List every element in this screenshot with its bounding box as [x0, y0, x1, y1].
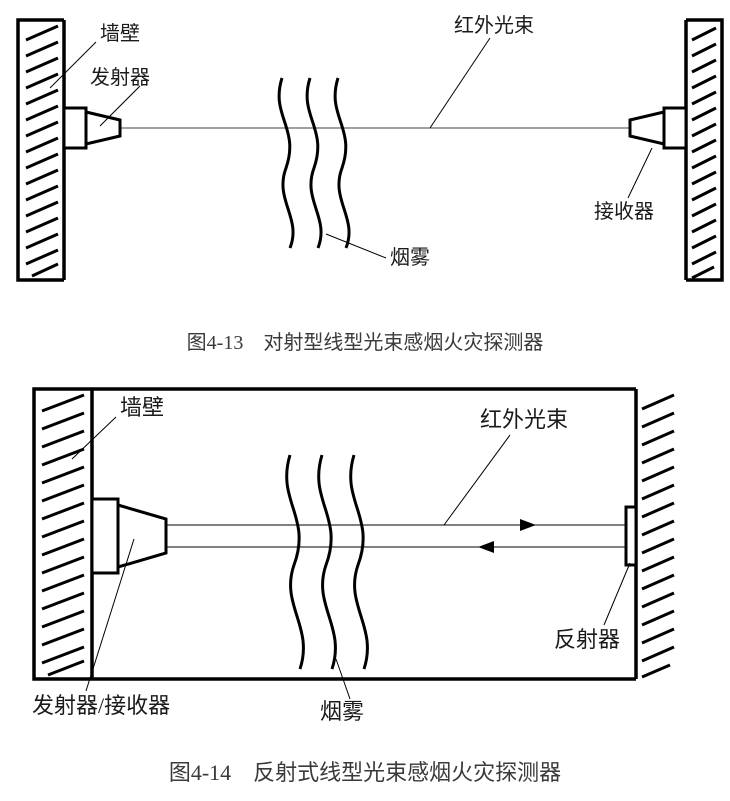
emitter-body: [64, 108, 86, 148]
leader-wall-2: [72, 417, 116, 459]
left-hatch-2: [42, 395, 84, 675]
label-wall-2: 墙壁: [120, 395, 164, 420]
label-smoke: 烟雾: [390, 246, 430, 269]
fig-414-diagram: 墙壁 红外光束 反射器 发射器/接收器 烟雾: [0, 369, 730, 749]
fig-413-caption: 图4-13 对射型线型光束感烟火灾探测器: [0, 320, 730, 369]
emitter-receiver-body: [92, 499, 118, 573]
label-reflector: 反射器: [554, 627, 620, 652]
leader-beam-2: [444, 435, 510, 525]
fig-413-diagram: 墙壁 发射器 红外光束 烟雾 接收器: [0, 0, 730, 320]
receiver-cone: [630, 112, 664, 144]
reflector-plate: [626, 507, 636, 565]
arrow-right-icon: [520, 519, 536, 531]
label-smoke-2: 烟雾: [320, 699, 364, 724]
leader-reflector: [604, 563, 630, 625]
emitter-receiver-cone: [118, 505, 166, 567]
label-wall: 墙壁: [100, 22, 140, 45]
label-emitter-receiver: 发射器/接收器: [32, 693, 170, 718]
fig-414-caption: 图4-14 反射式线型光束感烟火灾探测器: [0, 749, 730, 801]
left-hatch: [26, 26, 58, 276]
smoke-waves: [279, 78, 349, 248]
right-hatch: [692, 28, 716, 278]
emitter-cone: [86, 112, 120, 144]
label-beam-2: 红外光束: [480, 407, 568, 432]
receiver-body: [664, 108, 686, 148]
leader-smoke: [326, 234, 386, 258]
label-beam: 红外光束: [454, 14, 534, 37]
arrow-left-icon: [478, 541, 494, 553]
leader-receiver: [628, 148, 652, 198]
label-receiver: 接收器: [594, 200, 654, 223]
right-hatch-2: [642, 395, 674, 677]
smoke-waves-2: [287, 455, 368, 669]
leader-beam: [430, 38, 490, 128]
label-emitter: 发射器: [90, 66, 150, 89]
